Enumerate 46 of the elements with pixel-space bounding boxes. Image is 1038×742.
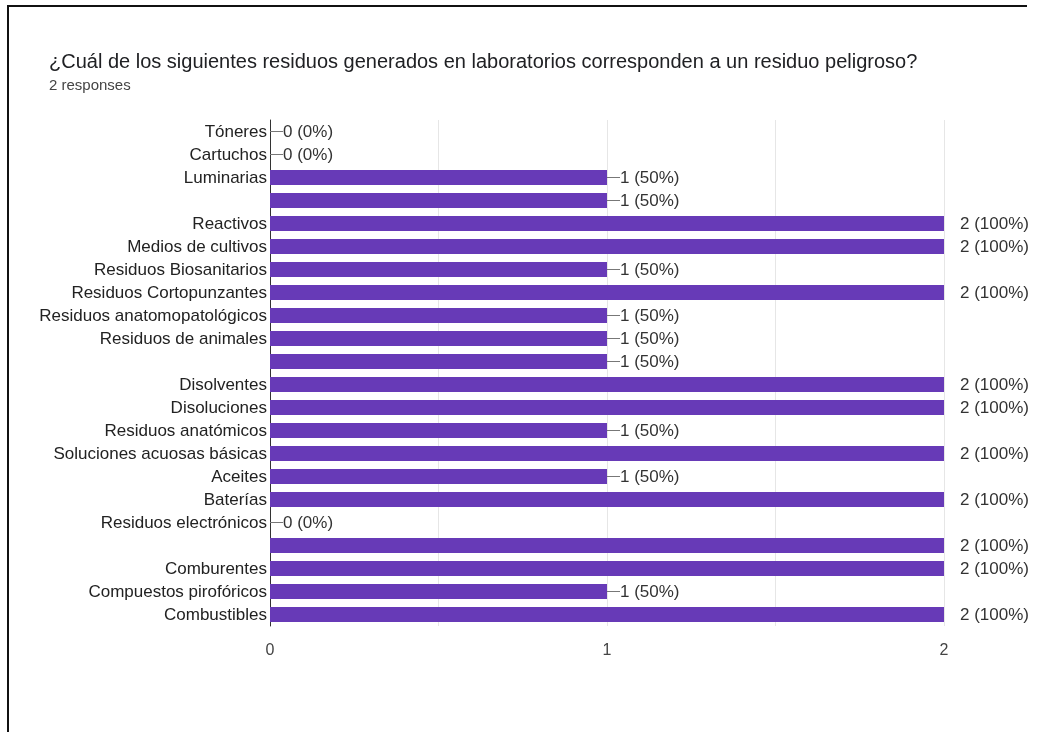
x-tick-label: 2 — [939, 640, 949, 658]
data-label: 1 (50%) — [620, 329, 680, 348]
y-tick-label: Comburentes — [164, 559, 267, 578]
data-label: 2 (100%) — [960, 375, 1029, 394]
y-tick-label: Tóneres — [204, 122, 267, 141]
y-tick-label: Cartuchos — [189, 145, 267, 164]
y-tick-label: Medios de cultivos — [127, 237, 267, 256]
data-label: 1 (50%) — [620, 260, 680, 279]
y-tick-label: Luminarias — [183, 168, 267, 187]
data-label: 0 (0%) — [283, 122, 334, 141]
data-label: 2 (100%) — [960, 490, 1029, 509]
x-tick-label: 1 — [602, 640, 612, 658]
data-label: 2 (100%) — [960, 398, 1029, 417]
y-tick-label: Baterías — [203, 490, 267, 509]
data-label: 2 (100%) — [960, 214, 1029, 233]
data-label: 2 (100%) — [960, 605, 1029, 624]
data-label: 2 (100%) — [960, 283, 1029, 302]
data-label: 1 (50%) — [620, 352, 680, 371]
data-label: 1 (50%) — [620, 168, 680, 187]
data-label: 2 (100%) — [960, 237, 1029, 256]
data-label: 1 (50%) — [620, 421, 680, 440]
data-label: 2 (100%) — [960, 444, 1029, 463]
data-label: 1 (50%) — [620, 582, 680, 601]
data-label: 2 (100%) — [960, 536, 1029, 555]
y-tick-label: Disoluciones — [170, 398, 267, 417]
y-tick-label: Residuos Biosanitarios — [94, 260, 267, 279]
data-label: 0 (0%) — [283, 145, 334, 164]
y-tick-label: Soluciones acuosas básicas — [53, 444, 267, 463]
data-label: 0 (0%) — [283, 513, 334, 532]
data-label: 1 (50%) — [620, 467, 680, 486]
y-tick-label: Residuos Cortopunzantes — [71, 283, 267, 302]
y-tick-label: Combustibles — [164, 605, 267, 624]
chart-title: ¿Cuál de los siguientes residuos generados en laboratorios corresponden a un residuo peligroso? — [49, 50, 918, 72]
y-tick-label: Residuos de animales — [99, 329, 267, 348]
y-tick-label: Reactivos — [192, 214, 267, 233]
y-tick-label: Compuestos pirofóricos — [88, 582, 267, 601]
data-label: 2 (100%) — [960, 559, 1029, 578]
y-tick-label: Residuos anatomopatológicos — [39, 306, 267, 325]
text: 2 responses — [49, 76, 131, 93]
y-tick-label: Residuos electrónicos — [100, 513, 267, 532]
y-tick-label: Disolventes — [179, 375, 267, 394]
x-tick-label: 0 — [265, 640, 275, 658]
data-label: 1 (50%) — [620, 306, 680, 325]
y-tick-label: Aceites — [211, 467, 267, 486]
data-label: 1 (50%) — [620, 191, 680, 210]
y-tick-label: Residuos anatómicos — [104, 421, 267, 440]
